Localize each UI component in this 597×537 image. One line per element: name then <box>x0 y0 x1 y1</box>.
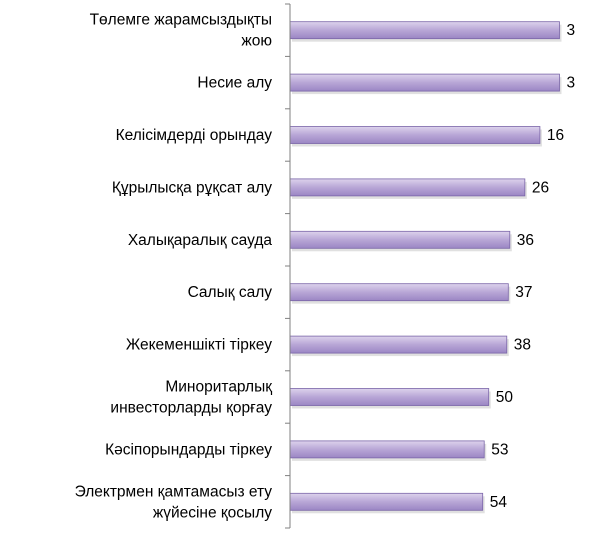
bar <box>289 230 511 249</box>
category-label: Миноритарлық инвесторларды қорғау <box>110 379 272 417</box>
bar <box>289 21 560 40</box>
category-label-line: Миноритарлық <box>165 379 272 396</box>
value-label: 54 <box>490 494 508 511</box>
category-label-line: Халықаралық сауда <box>128 232 273 249</box>
bar <box>289 178 526 197</box>
bar <box>289 388 490 406</box>
value-label: 50 <box>496 389 514 406</box>
value-label: 53 <box>491 441 508 458</box>
category-label-line: Кәсіпорындарды тіркеу <box>105 441 272 458</box>
value-label: 3 <box>566 75 575 92</box>
category-label-line: Несие алу <box>197 75 272 92</box>
category-label: Салық салу <box>188 284 273 301</box>
category-label-line: жою <box>241 33 272 50</box>
category-label: Келісімдерді орындау <box>116 127 273 144</box>
category-label-line: Құрылысқа рұқсат алу <box>112 179 272 196</box>
category-label: Жекеменшікті тіркеу <box>126 337 272 354</box>
value-label: 37 <box>515 284 532 301</box>
category-label: Электрмен қамтамасыз ету жүйесіне қосылу <box>75 483 273 521</box>
category-label-line: Электрмен қамтамасыз ету <box>75 483 273 500</box>
value-label: 3 <box>566 22 575 39</box>
category-label-line: Салық салу <box>188 284 273 301</box>
value-labels-group: 3 3 16 26 36 37 38 50 53 54 <box>490 22 575 511</box>
axis-ticks-group <box>285 3 290 529</box>
category-labels-group: Төлемге жарамсыздықты жою Несие алу Келісім… <box>75 12 273 522</box>
bar <box>289 440 485 459</box>
bar <box>289 283 509 302</box>
value-label: 38 <box>514 337 531 354</box>
category-label-line: жүйесіне қосылу <box>153 504 272 521</box>
value-label: 26 <box>532 179 549 196</box>
category-label: Халықаралық сауда <box>128 232 273 249</box>
category-label-line: Келісімдерді орындау <box>116 127 273 144</box>
category-label: Кәсіпорындарды тіркеу <box>105 441 272 458</box>
category-label-line: инвесторларды қорғау <box>110 400 272 417</box>
bar <box>289 126 541 144</box>
value-label: 36 <box>517 232 534 249</box>
value-label: 16 <box>547 127 564 144</box>
bars-group <box>289 21 562 514</box>
category-label-line: Жекеменшікті тіркеу <box>126 337 272 354</box>
category-label: Төлемге жарамсыздықты жою <box>90 12 272 50</box>
category-label-line: Төлемге жарамсыздықты <box>90 12 272 29</box>
category-label: Құрылысқа рұқсат алу <box>112 179 272 196</box>
bar <box>289 492 484 511</box>
bar <box>289 73 560 92</box>
bar <box>289 335 508 354</box>
category-label: Несие алу <box>197 75 272 92</box>
